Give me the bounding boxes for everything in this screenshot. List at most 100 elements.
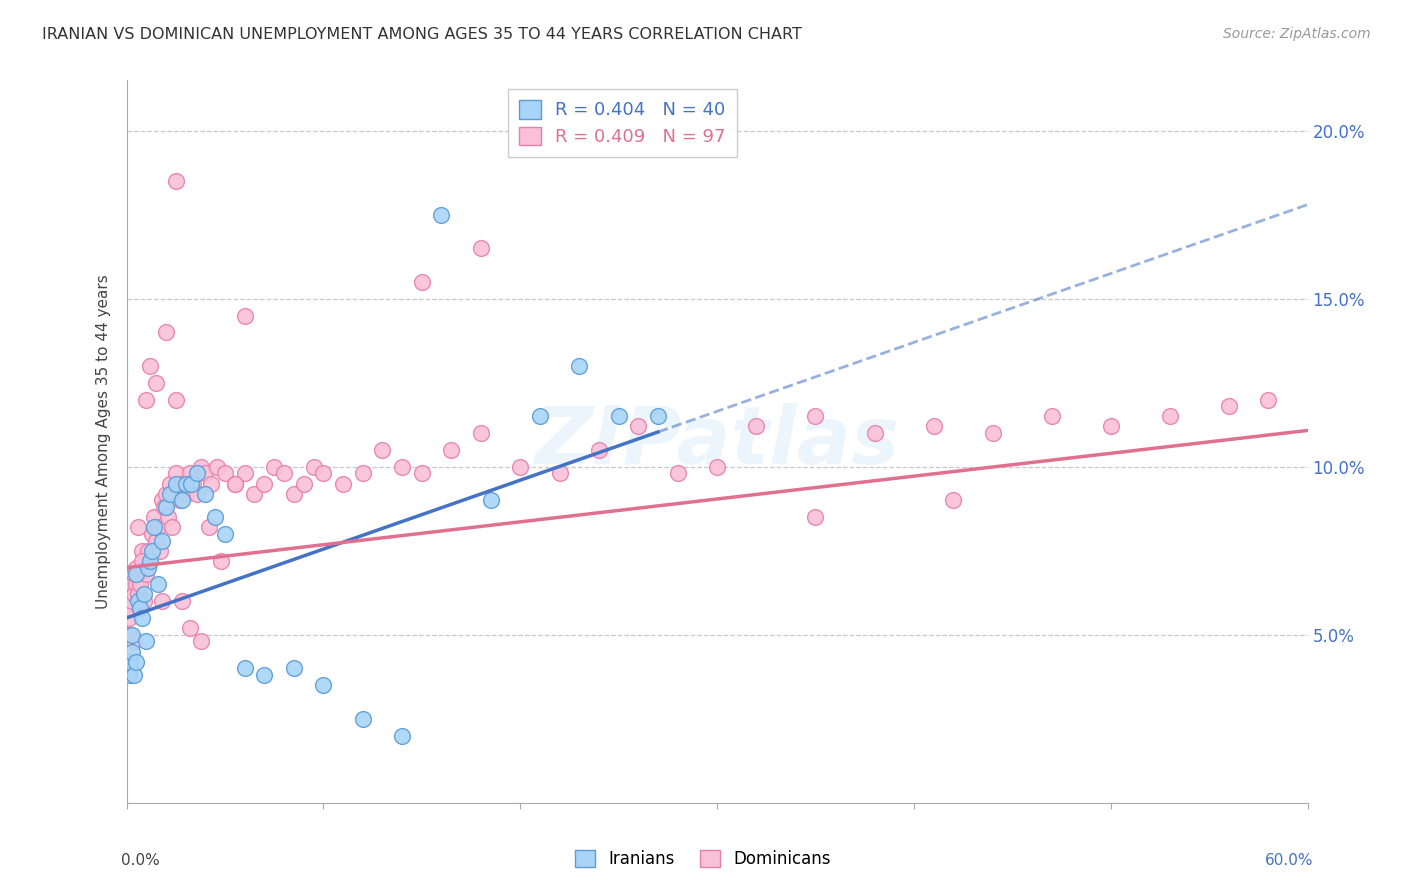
Point: [198, 520, 221, 534]
Point: [143, 520, 166, 534]
Point: [391, 729, 413, 743]
Point: [135, 634, 157, 648]
Point: [134, 594, 156, 608]
Point: [156, 510, 179, 524]
Point: [479, 493, 502, 508]
Point: [647, 409, 669, 424]
Point: [170, 493, 193, 508]
Point: [283, 486, 305, 500]
Point: [125, 577, 148, 591]
Point: [263, 459, 285, 474]
Point: [155, 486, 177, 500]
Point: [117, 668, 139, 682]
Point: [145, 376, 167, 390]
Point: [165, 467, 187, 481]
Point: [180, 476, 202, 491]
Point: [706, 459, 728, 474]
Point: [131, 611, 153, 625]
Point: [124, 634, 146, 648]
Point: [165, 476, 187, 491]
Point: [312, 678, 335, 692]
Point: [145, 533, 167, 548]
Point: [411, 275, 433, 289]
Point: [588, 442, 610, 457]
Point: [863, 426, 886, 441]
Point: [391, 459, 413, 474]
Point: [745, 419, 768, 434]
Point: [139, 554, 162, 568]
Point: [135, 392, 157, 407]
Point: [224, 476, 246, 491]
Point: [169, 493, 191, 508]
Point: [120, 655, 142, 669]
Point: [243, 486, 266, 500]
Point: [121, 644, 143, 658]
Point: [470, 426, 492, 441]
Point: [352, 467, 374, 481]
Point: [312, 467, 335, 481]
Point: [141, 527, 163, 541]
Point: [411, 467, 433, 481]
Point: [124, 567, 146, 582]
Point: [1159, 409, 1181, 424]
Point: [302, 459, 325, 474]
Text: 0.0%: 0.0%: [121, 854, 159, 869]
Point: [470, 241, 492, 255]
Point: [666, 467, 689, 481]
Point: [129, 600, 152, 615]
Point: [204, 510, 226, 524]
Point: [155, 500, 177, 514]
Point: [149, 543, 172, 558]
Point: [183, 476, 205, 491]
Point: [283, 661, 305, 675]
Point: [124, 587, 146, 601]
Point: [233, 309, 256, 323]
Point: [209, 554, 232, 568]
Point: [509, 459, 531, 474]
Point: [121, 628, 143, 642]
Point: [146, 520, 169, 534]
Point: [194, 467, 217, 481]
Point: [568, 359, 591, 373]
Point: [150, 533, 173, 548]
Point: [160, 520, 183, 534]
Point: [150, 493, 173, 508]
Point: [529, 409, 551, 424]
Point: [922, 419, 945, 434]
Point: [136, 560, 159, 574]
Point: [233, 467, 256, 481]
Point: [121, 594, 143, 608]
Point: [981, 426, 1004, 441]
Legend: Iranians, Dominicans: Iranians, Dominicans: [568, 843, 838, 875]
Point: [205, 459, 228, 474]
Point: [127, 594, 149, 608]
Point: [159, 476, 181, 491]
Point: [131, 554, 153, 568]
Point: [352, 712, 374, 726]
Point: [253, 668, 276, 682]
Point: [190, 634, 212, 648]
Point: [179, 621, 201, 635]
Point: [804, 510, 827, 524]
Point: [548, 467, 571, 481]
Point: [125, 567, 148, 582]
Point: [155, 326, 177, 340]
Point: [124, 668, 146, 682]
Point: [143, 510, 166, 524]
Point: [125, 560, 148, 574]
Point: [117, 611, 139, 625]
Point: [165, 392, 187, 407]
Text: IRANIAN VS DOMINICAN UNEMPLOYMENT AMONG AGES 35 TO 44 YEARS CORRELATION CHART: IRANIAN VS DOMINICAN UNEMPLOYMENT AMONG …: [42, 27, 801, 42]
Point: [174, 486, 197, 500]
Point: [139, 554, 162, 568]
Point: [224, 476, 246, 491]
Point: [121, 577, 143, 591]
Point: [139, 359, 162, 373]
Point: [135, 567, 157, 582]
Point: [186, 467, 208, 481]
Point: [150, 594, 173, 608]
Point: [607, 409, 630, 424]
Point: [233, 661, 256, 675]
Legend: R = 0.404   N = 40, R = 0.409   N = 97: R = 0.404 N = 40, R = 0.409 N = 97: [509, 89, 737, 157]
Point: [942, 493, 965, 508]
